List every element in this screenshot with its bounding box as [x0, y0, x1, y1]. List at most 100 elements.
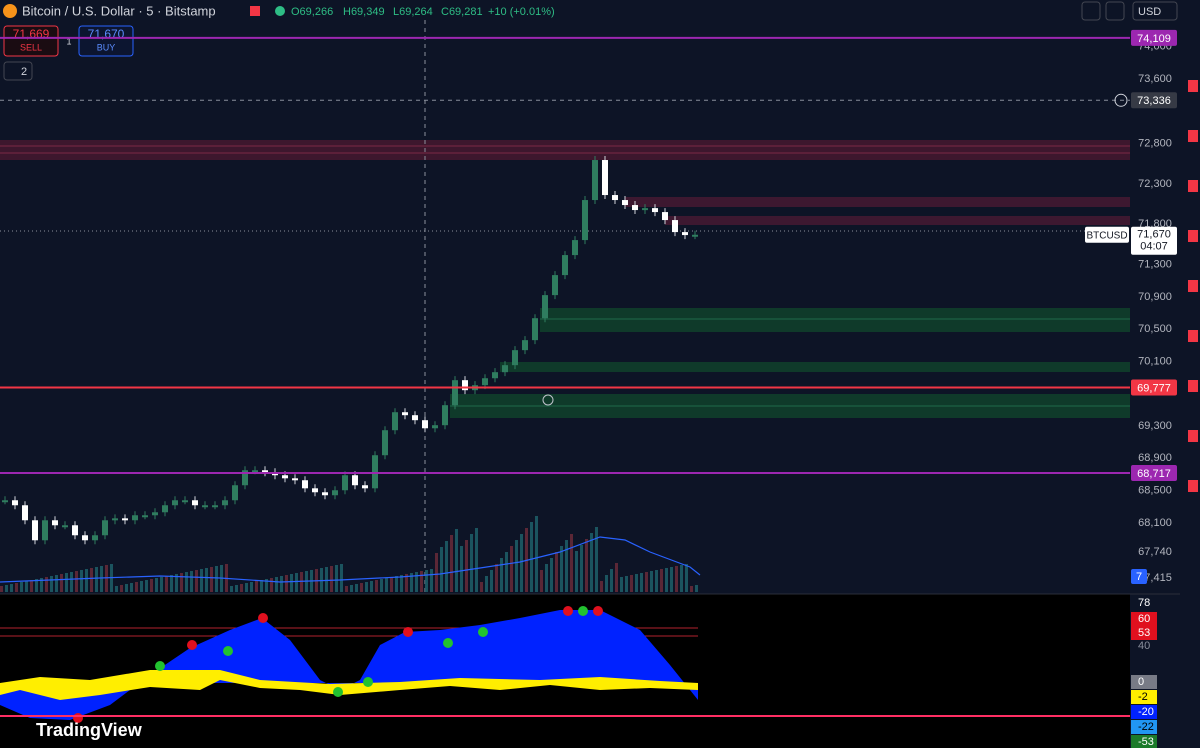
- last-price: 71,670: [1137, 229, 1171, 241]
- candle: [512, 350, 518, 366]
- candle: [172, 500, 178, 506]
- volume-bar: [165, 576, 168, 592]
- candles: [2, 156, 698, 545]
- volume-bar: [255, 581, 258, 592]
- symbol-title[interactable]: Bitcoin / U.S. Dollar · 5 · Bitstamp: [22, 3, 216, 18]
- candle: [502, 365, 508, 373]
- volume-bar: [565, 540, 568, 592]
- candle: [182, 500, 188, 503]
- volume-bar: [420, 571, 423, 592]
- buy-label[interactable]: BUY: [97, 42, 116, 52]
- volume-bar: [630, 575, 633, 592]
- candle: [672, 220, 678, 233]
- volume-bar: [270, 578, 273, 592]
- volume-bar: [540, 570, 543, 592]
- volume-bar: [370, 581, 373, 592]
- volume-bar: [660, 569, 663, 592]
- supply-zone: [625, 197, 1130, 207]
- volume-bar: [135, 582, 138, 592]
- level-label: 68,717: [1137, 468, 1171, 480]
- volume-bar: [70, 572, 73, 592]
- volume-bar: [50, 576, 53, 592]
- oscillator-yellow: [0, 670, 698, 700]
- oscillator-badge: [1131, 720, 1157, 734]
- volume-bar: [190, 571, 193, 592]
- indicators-count[interactable]: 2: [21, 66, 27, 78]
- buy-button[interactable]: [78, 25, 134, 57]
- add-alert-button[interactable]: [1114, 93, 1128, 107]
- flag: [1188, 380, 1198, 392]
- dot: [578, 606, 588, 616]
- oscillator-badge: [1131, 735, 1157, 748]
- volume-bar: [360, 583, 363, 592]
- buy-price[interactable]: 71,670: [88, 27, 125, 41]
- flag: [1188, 130, 1198, 142]
- volume-bar: [590, 533, 593, 592]
- volume-bar: [15, 583, 18, 592]
- indicators-toggle[interactable]: [3, 61, 33, 81]
- volume-bar: [340, 564, 343, 592]
- candle: [22, 505, 28, 521]
- volume-bar: [665, 568, 668, 592]
- candle: [662, 212, 668, 221]
- candle: [52, 520, 58, 526]
- candle: [462, 380, 468, 391]
- supply-zone: [0, 140, 1130, 160]
- replay-button[interactable]: [1105, 1, 1125, 21]
- dot: [443, 638, 453, 648]
- volume-ma: [0, 536, 701, 583]
- candle: [212, 505, 218, 508]
- sell-button[interactable]: [3, 25, 59, 57]
- ohlc-change: +10 (+0.01%): [488, 6, 555, 18]
- candle: [562, 255, 568, 276]
- level-label: 69,777: [1137, 382, 1171, 394]
- candle: [292, 478, 298, 481]
- volume-bar: [550, 558, 553, 592]
- volume-bar: [45, 577, 48, 592]
- currency-select[interactable]: [1132, 1, 1178, 21]
- currency[interactable]: USD: [1138, 6, 1161, 18]
- oscillator-label: -20: [1138, 706, 1154, 718]
- alert-icon: [542, 394, 554, 406]
- candle: [612, 195, 618, 201]
- candle: [322, 492, 328, 496]
- flag-icon[interactable]: [250, 6, 260, 16]
- dot: [155, 661, 165, 671]
- candle: [482, 378, 488, 386]
- oscillator-badge: [1131, 690, 1157, 704]
- flag: [1188, 280, 1198, 292]
- volume-bar: [160, 577, 163, 592]
- candle: [122, 518, 128, 521]
- symbol-badge: [1085, 226, 1129, 243]
- candle: [602, 160, 608, 196]
- oscillator-label: 60: [1138, 613, 1150, 625]
- volume-bar: [510, 546, 513, 592]
- volume-bar: [435, 553, 438, 592]
- ohlc-high: H69,349: [343, 6, 385, 18]
- volume-bar: [325, 567, 328, 592]
- volume-bar: [680, 565, 683, 592]
- flag: [1188, 180, 1198, 192]
- price-tick-label: 71,300: [1138, 259, 1172, 271]
- bitcoin-icon: [3, 4, 17, 18]
- volume-badge-label: 7: [1136, 571, 1142, 583]
- sell-price[interactable]: 71,669: [13, 27, 50, 41]
- price-tick-label: 70,900: [1138, 291, 1172, 303]
- volume-bar: [290, 574, 293, 592]
- volume-bar: [65, 573, 68, 592]
- volume-bar: [495, 564, 498, 592]
- candle: [632, 205, 638, 211]
- price-tick-label: 72,800: [1138, 137, 1172, 149]
- download-button[interactable]: [1081, 1, 1101, 21]
- ohlc-close: C69,281: [441, 6, 483, 18]
- volume-bar: [585, 539, 588, 592]
- flag: [1188, 480, 1198, 492]
- volume-bar: [335, 565, 338, 592]
- volume-bar: [245, 583, 248, 592]
- volume-bar: [390, 577, 393, 592]
- sell-label[interactable]: SELL: [20, 42, 42, 52]
- candle: [92, 535, 98, 541]
- dots: [73, 606, 603, 723]
- level-badge: [1131, 29, 1177, 46]
- volume-bar: [80, 570, 83, 592]
